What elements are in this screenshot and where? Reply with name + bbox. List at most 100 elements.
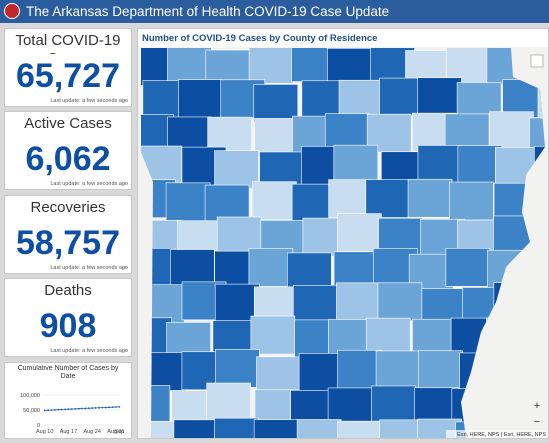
county[interactable] [248,248,294,287]
trend-point [53,409,56,411]
county[interactable] [250,315,296,355]
county[interactable] [215,349,260,388]
county[interactable] [167,47,212,85]
map-title: Number of COVID-19 Cases by County of Re… [142,33,378,44]
trend-point [64,408,66,411]
y-tick-label: 50,000 [23,408,40,414]
x-tick-label: Aug 10 [36,429,53,435]
card-title: Active Cases [24,115,112,132]
county[interactable] [178,79,223,118]
attribution: Esri, HERE, NPS | Esri, HERE, NPS [457,432,546,438]
x-tick-label: Aug 17 [60,429,77,435]
county[interactable] [214,417,259,438]
county[interactable] [214,150,259,189]
trend-point [101,406,104,409]
county[interactable] [206,382,251,422]
card-title: Recoveries [30,199,106,216]
y-tick-label: 100,000 [20,393,40,399]
county[interactable] [173,419,219,438]
trend-point [47,409,49,412]
county[interactable] [445,248,491,287]
trend-point [91,407,94,409]
stat-card: Active Cases 6,062 Last update: a few seco… [4,111,132,190]
county[interactable] [449,181,494,221]
county[interactable] [338,79,384,119]
trend-point [50,409,53,411]
trend-point [98,406,100,409]
chart-title-box: Cumulative Number of Cases by Date [17,365,119,380]
county[interactable] [489,111,534,151]
county[interactable] [377,282,423,322]
trend-point [111,406,114,409]
card-value: 65,727 [16,57,120,95]
attribution-bg [446,430,548,438]
stat-card: Deaths 908 Last update: a few seconds ago [4,278,132,357]
logo [4,3,20,19]
trend-point [87,407,90,410]
county[interactable] [418,350,463,390]
county[interactable] [254,118,299,157]
county[interactable] [292,284,338,324]
trend-point [84,407,87,410]
county[interactable] [298,353,344,392]
county[interactable] [365,179,411,218]
x-tick-label: Aug 31 [107,429,124,435]
chart-title: Cumulative Number of Cases by Date [17,365,119,380]
trend-point [43,409,46,412]
trend-point [108,406,111,409]
county[interactable] [457,145,503,184]
card-title: Deaths [44,282,92,299]
county[interactable] [252,181,297,221]
card-footer: Last update: a few seconds ago [50,181,128,187]
county[interactable] [379,419,425,438]
county[interactable] [337,420,382,438]
card-value: 58,757 [16,224,120,262]
card-footer: Last update: a few seconds ago [50,98,128,104]
county[interactable] [336,282,381,322]
trend-point [118,405,121,408]
county[interactable] [417,145,463,184]
trend-point [115,406,117,408]
county[interactable] [248,47,294,84]
trend-chart: Cumulative Number of Cases by Date 0 50,00… [17,365,125,435]
trend-point [67,408,70,411]
trend-point [94,407,97,409]
county[interactable] [379,77,424,117]
x-tick-label: Aug 24 [83,429,100,435]
county[interactable] [375,350,421,390]
county[interactable] [407,178,453,218]
county[interactable] [253,84,299,123]
header: The Arkansas Department of Health COVID-… [0,0,549,23]
trend-point [74,407,77,410]
county[interactable] [337,213,382,252]
card-title: Total COVID-19 Cases [15,32,121,54]
card-footer: Last update: a few seconds ago [50,265,128,271]
card-footer: Last update: a few seconds ago [50,348,128,354]
zoom-controls: + − [534,400,540,428]
card-value: 6,062 [25,140,111,178]
trend-point [60,408,63,411]
legend-button[interactable] [530,54,544,68]
county[interactable] [287,252,332,292]
trend-point [57,408,60,411]
county[interactable] [365,317,411,357]
county[interactable] [337,349,382,389]
zoom-in[interactable]: + [534,400,540,412]
county[interactable] [417,77,462,117]
county[interactable] [138,420,183,438]
county[interactable] [253,419,299,438]
map[interactable]: + − Esri, HERE, NPS | Esri, HERE, NPS [138,47,548,438]
county[interactable] [296,419,342,438]
trend-card: Cumulative Number of Cases by Date 0 50,00… [4,362,132,439]
county[interactable] [256,356,301,396]
county[interactable] [169,249,215,288]
county[interactable] [371,385,416,425]
zoom-out[interactable]: − [534,416,540,428]
trend-point [104,406,107,409]
header-title: The Arkansas Department of Health COVID-… [26,4,390,19]
county[interactable] [333,144,379,184]
card-value: 908 [39,307,97,345]
county[interactable] [165,182,211,222]
trend-point [77,407,80,410]
